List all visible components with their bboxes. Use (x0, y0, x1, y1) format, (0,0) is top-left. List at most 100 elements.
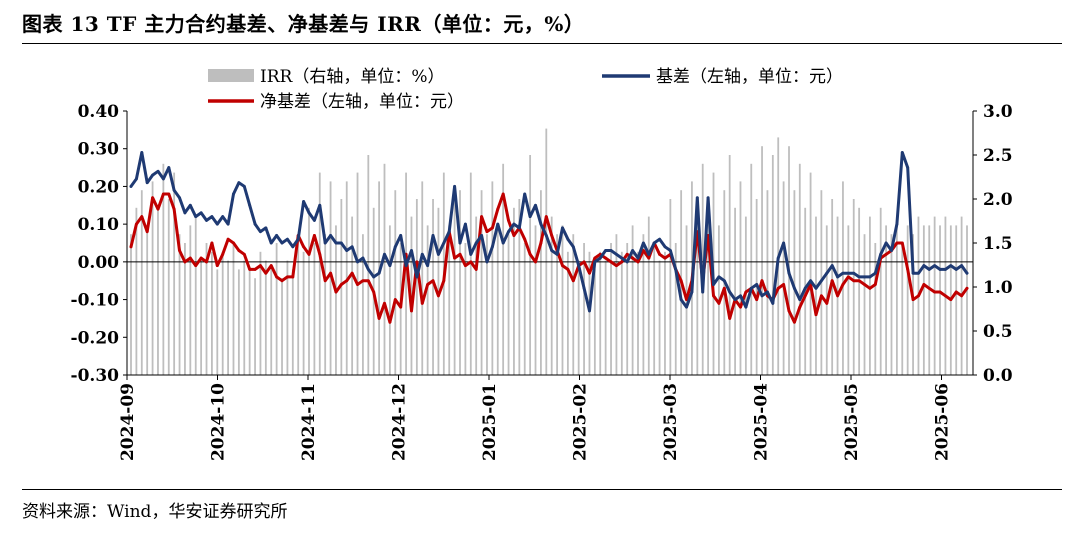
basis-point (426, 264, 430, 268)
net-basis-point (830, 279, 834, 283)
net-basis-point (685, 298, 688, 301)
basis-point (307, 211, 311, 215)
right-axis-tick-label: 2.5 (983, 146, 1013, 166)
net-basis-point (857, 279, 861, 283)
basis-point (210, 215, 214, 219)
basis-point (490, 245, 494, 249)
irr-bar (399, 243, 402, 375)
basis-point (129, 185, 133, 188)
right-axis-tick-label: 1.5 (983, 234, 1013, 254)
basis-point (140, 151, 144, 154)
net-basis-point (248, 268, 252, 271)
irr-bar (707, 207, 710, 375)
net-basis-point (927, 286, 931, 290)
irr-bar (939, 225, 941, 375)
basis-point (873, 271, 877, 275)
irr-bar (146, 225, 149, 375)
net-basis-point (960, 294, 964, 298)
irr-bar (766, 190, 769, 375)
basis-point (501, 241, 505, 245)
basis-point (679, 298, 683, 301)
basis-point (733, 298, 737, 301)
basis-point (960, 264, 964, 268)
irr-bar (367, 155, 370, 375)
basis-point (609, 249, 613, 252)
irr-bar (157, 207, 159, 375)
net-basis-point (485, 230, 489, 234)
net-basis-point (410, 309, 413, 313)
net-basis-point (383, 301, 386, 305)
basis-point (226, 222, 230, 226)
irr-bar (696, 216, 699, 375)
irr-bar (771, 155, 774, 375)
net-basis-point (393, 298, 397, 301)
irr-bar (464, 243, 467, 375)
net-basis-point (280, 279, 284, 283)
net-basis-point (210, 241, 214, 245)
net-basis-point (453, 256, 457, 260)
legend-swatch-irr (208, 69, 254, 82)
net-basis-point (615, 264, 618, 268)
irr-bar (858, 207, 861, 375)
basis-point (356, 260, 359, 264)
basis-point (334, 241, 338, 245)
basis-point (550, 249, 554, 252)
left-axis-tick-label: 0.10 (78, 215, 120, 235)
basis-point (668, 249, 672, 252)
basis-point (145, 181, 149, 185)
net-basis-point (846, 275, 850, 279)
net-basis-point (593, 256, 597, 260)
net-basis-point (474, 268, 478, 271)
axes: 0.40 0.30 0.20 0.10 0.00 -0.10 -0.20 -0.30 3.0 2.… (71, 102, 1013, 461)
basis-point (345, 249, 349, 252)
basis-point (561, 226, 564, 230)
irr-bars (130, 128, 968, 375)
irr-bar (734, 207, 736, 375)
irr-bar (469, 172, 472, 375)
net-basis-point (917, 294, 920, 298)
basis-point (507, 230, 510, 234)
basis-point (944, 268, 947, 271)
irr-bar (324, 234, 327, 375)
net-basis-point (323, 279, 327, 283)
basis-point (221, 215, 225, 219)
basis-point (911, 271, 915, 275)
basis-point (259, 230, 262, 234)
net-basis-point (377, 317, 381, 320)
irr-bar (599, 251, 602, 375)
left-axis-tick-label: 0.00 (78, 253, 120, 273)
irr-bar (664, 251, 666, 375)
irr-bar (647, 216, 650, 375)
net-basis-point (609, 260, 613, 264)
net-basis-point (550, 234, 554, 237)
net-basis-point (938, 290, 942, 294)
basis-point (771, 301, 775, 305)
net-basis-point (712, 294, 715, 298)
basis-point (399, 234, 403, 237)
right-axis-tick-label: 1.0 (983, 278, 1013, 298)
basis-point (782, 241, 786, 245)
net-basis-point (641, 249, 645, 252)
basis-point (582, 286, 586, 290)
irr-bar (658, 260, 661, 375)
basis-point (134, 177, 138, 181)
basis-point (393, 245, 397, 249)
irr-bar (895, 225, 898, 375)
irr-bar (264, 260, 267, 375)
net-basis-point (161, 192, 165, 196)
irr-bar (130, 234, 132, 375)
basis-point (151, 173, 154, 177)
basis-point (647, 252, 651, 256)
basis-point (728, 290, 732, 294)
left-axis-tick-label: -0.30 (71, 366, 120, 386)
net-basis-point (490, 226, 494, 230)
net-basis-point (431, 279, 435, 283)
basis-point (469, 252, 473, 256)
basis-point (755, 283, 759, 286)
net-basis-point (873, 283, 877, 286)
net-basis-point (350, 271, 354, 275)
irr-bar (513, 207, 515, 375)
basis-point (275, 234, 279, 237)
net-basis-point (415, 260, 419, 264)
irr-bar (534, 225, 537, 375)
